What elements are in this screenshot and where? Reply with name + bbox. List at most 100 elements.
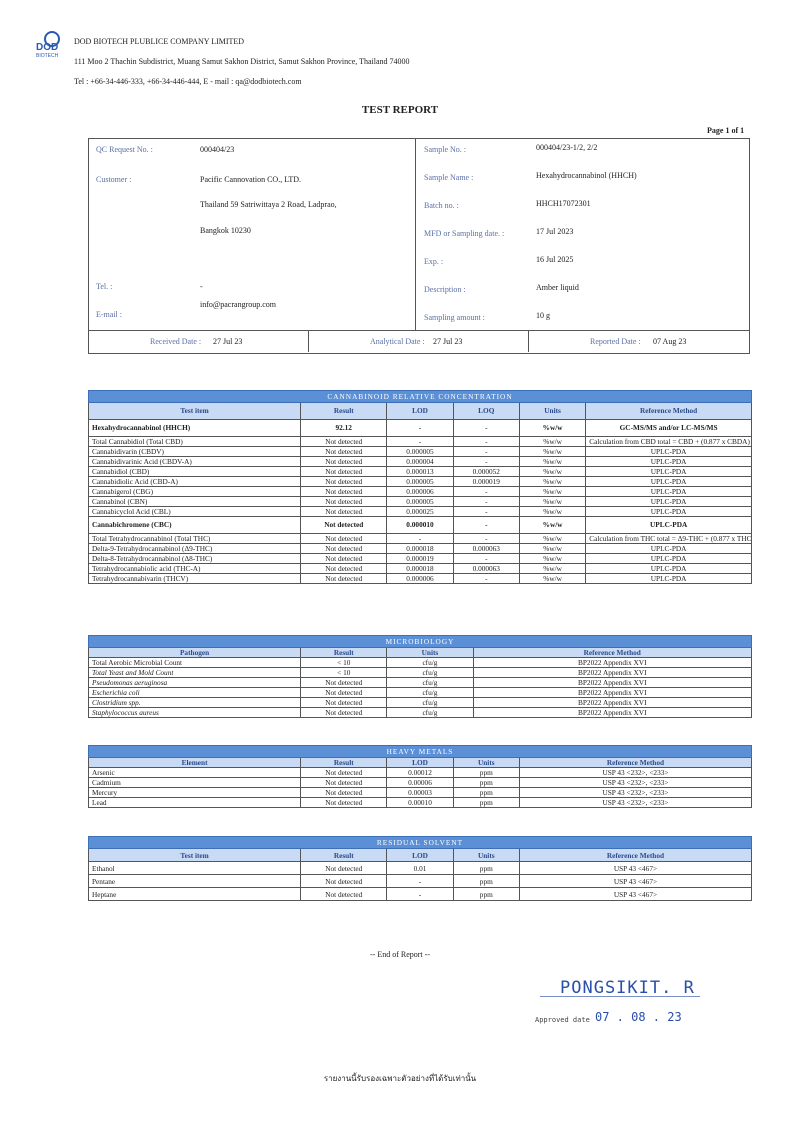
table-row: Total Aerobic Microbial Count < 10 cfu/g BP… (87, 657, 753, 668)
cell: UPLC-PDA (585, 543, 752, 554)
date-label: Analytical Date : (370, 337, 425, 346)
data-table: HEAVY METALS Element Result LOD Units Referen… (87, 745, 753, 808)
cell: %w/w (518, 563, 587, 574)
cell: UPLC-PDA (585, 573, 752, 584)
company: DOD BIOTECH PLUBLICE COMPANY LIMITED (74, 37, 245, 46)
table-title: MICROBIOLOGY (88, 635, 752, 648)
cell: Not detected (300, 707, 388, 718)
column-header: Test item (87, 848, 302, 862)
approved-date: 07 . 08 . 23 (595, 1010, 682, 1024)
data-table: RESIDUAL SOLVENT Test item Result LOD Units R… (87, 836, 753, 901)
cell: Ethanol (87, 861, 302, 875)
cell: Heptane (87, 887, 302, 901)
table-title: HEAVY METALS (88, 745, 752, 758)
table-row: Heptane Not detected - ppm USP 43 <467> (87, 887, 753, 901)
cell: Not detected (300, 496, 388, 507)
table-row: Total Yeast and Mold Count < 10 cfu/g BP202… (87, 667, 753, 678)
field-value: Pacific Cannovation CO., LTD. (200, 175, 302, 184)
cell: Hexahydrocannabinol (HHCH) (87, 419, 302, 437)
cell: Not detected (300, 887, 388, 901)
info-box (88, 138, 750, 354)
cell: USP 43 <467> (518, 861, 753, 875)
cell: 0.00006 (386, 777, 454, 788)
table-row: Cannabidiolic Acid (CBD-A) Not detected 0.… (87, 476, 752, 487)
header-row: Pathogen Result Units Reference Method (87, 647, 753, 658)
table-row: Cannabigerol (CBG) Not detected 0.000006-%… (87, 486, 752, 497)
column-header: LOD (386, 848, 454, 862)
cell: Arsenic (87, 767, 302, 778)
cell: - (386, 887, 454, 901)
cell: %w/w (518, 506, 587, 517)
field-value: HHCH17072301 (536, 199, 591, 208)
cell: Not detected (300, 506, 388, 517)
cell: Mercury (87, 787, 302, 798)
field-label: E-mail : (96, 310, 122, 319)
cell: %w/w (518, 516, 587, 534)
signature-line (540, 996, 700, 997)
logo-text: DOD (36, 42, 59, 53)
cell: ppm (452, 887, 520, 901)
cell: 0.000018 (386, 543, 454, 554)
divider (308, 330, 309, 352)
date-label: Reported Date : (590, 337, 641, 346)
title-row: CANNABINOID RELATIVE CONCENTRATION (88, 390, 752, 403)
table-row: Delta-8-Tetrahydrocannabinol (Δ8-THC) Not… (87, 553, 752, 564)
cell: Not detected (300, 563, 388, 574)
table-row: Escherichia coli Not detected cfu/g BP2022 … (87, 687, 753, 698)
field-value: Amber liquid (536, 283, 579, 292)
cell: Delta-9-Tetrahydrocannabinol (Δ9-THC) (87, 543, 302, 554)
table-row: Staphylococcus aureus Not detected cfu/g BP… (87, 707, 753, 718)
cell: - (452, 486, 520, 497)
cell: ppm (452, 787, 520, 798)
cell: 0.000010 (386, 516, 454, 534)
cell: ppm (452, 777, 520, 788)
table-row: Cadmium Not detected 0.00006 ppm USP 43 <232… (87, 777, 753, 788)
cell: Clostridium spp. (87, 697, 302, 708)
cell: Lead (87, 797, 302, 808)
cell: Not detected (300, 516, 388, 534)
field-label: Sampling amount : (424, 313, 485, 322)
header-row: Test item Result LOD LOQ Units Reference Meth… (87, 402, 752, 420)
table-row: Cannabidivarin (CBDV) Not detected 0.00000… (87, 446, 752, 457)
cell: 0.000019 (386, 553, 454, 564)
column-header: LOQ (452, 402, 520, 420)
title-row: RESIDUAL SOLVENT (88, 836, 752, 849)
cell: - (452, 436, 520, 447)
divider (88, 330, 749, 331)
field-value: Bangkok 10230 (200, 226, 251, 235)
column-header: Reference Method (585, 402, 752, 420)
table-row: Pentane Not detected - ppm USP 43 <467> (87, 874, 753, 888)
column-header: Units (452, 757, 520, 768)
column-header: Units (452, 848, 520, 862)
cell: cfu/g (386, 657, 474, 668)
cell: Not detected (300, 797, 388, 808)
table-row: Total Cannabidiol (Total CBD) Not detecte… (87, 436, 752, 447)
cell: Not detected (300, 436, 388, 447)
cell: Not detected (300, 456, 388, 467)
cell: cfu/g (386, 667, 474, 678)
cell: 0.000018 (386, 563, 454, 574)
table-row: Lead Not detected 0.00010 ppm USP 43 <232>, … (87, 797, 753, 808)
cell: - (386, 419, 454, 437)
cell: USP 43 <232>, <233> (518, 797, 753, 808)
cell: UPLC-PDA (585, 563, 752, 574)
cell: USP 43 <232>, <233> (518, 767, 753, 778)
title: TEST REPORT (361, 104, 439, 116)
cell: %w/w (518, 456, 587, 467)
cell: BP2022 Appendix XVI (472, 687, 753, 698)
cell: cfu/g (386, 707, 474, 718)
field-value: 16 Jul 2025 (536, 255, 574, 264)
cell: 0.000063 (452, 543, 520, 554)
table-row: Clostridium spp. Not detected cfu/g BP2022 … (87, 697, 753, 708)
header-row: Element Result LOD Units Reference Method (87, 757, 753, 768)
cell: Not detected (300, 466, 388, 477)
table-row: Ethanol Not detected 0.01 ppm USP 43 <467> (87, 861, 753, 875)
cell: - (452, 446, 520, 457)
date-value: 07 Aug 23 (653, 337, 687, 346)
cell: USP 43 <467> (518, 887, 753, 901)
date-value: 27 Jul 23 (433, 337, 463, 346)
cell: Not detected (300, 677, 388, 688)
table-row: Cannabidivarinic Acid (CBDV-A) Not detect… (87, 456, 752, 467)
cell: Tetrahydrocannabiolic acid (THC-A) (87, 563, 302, 574)
